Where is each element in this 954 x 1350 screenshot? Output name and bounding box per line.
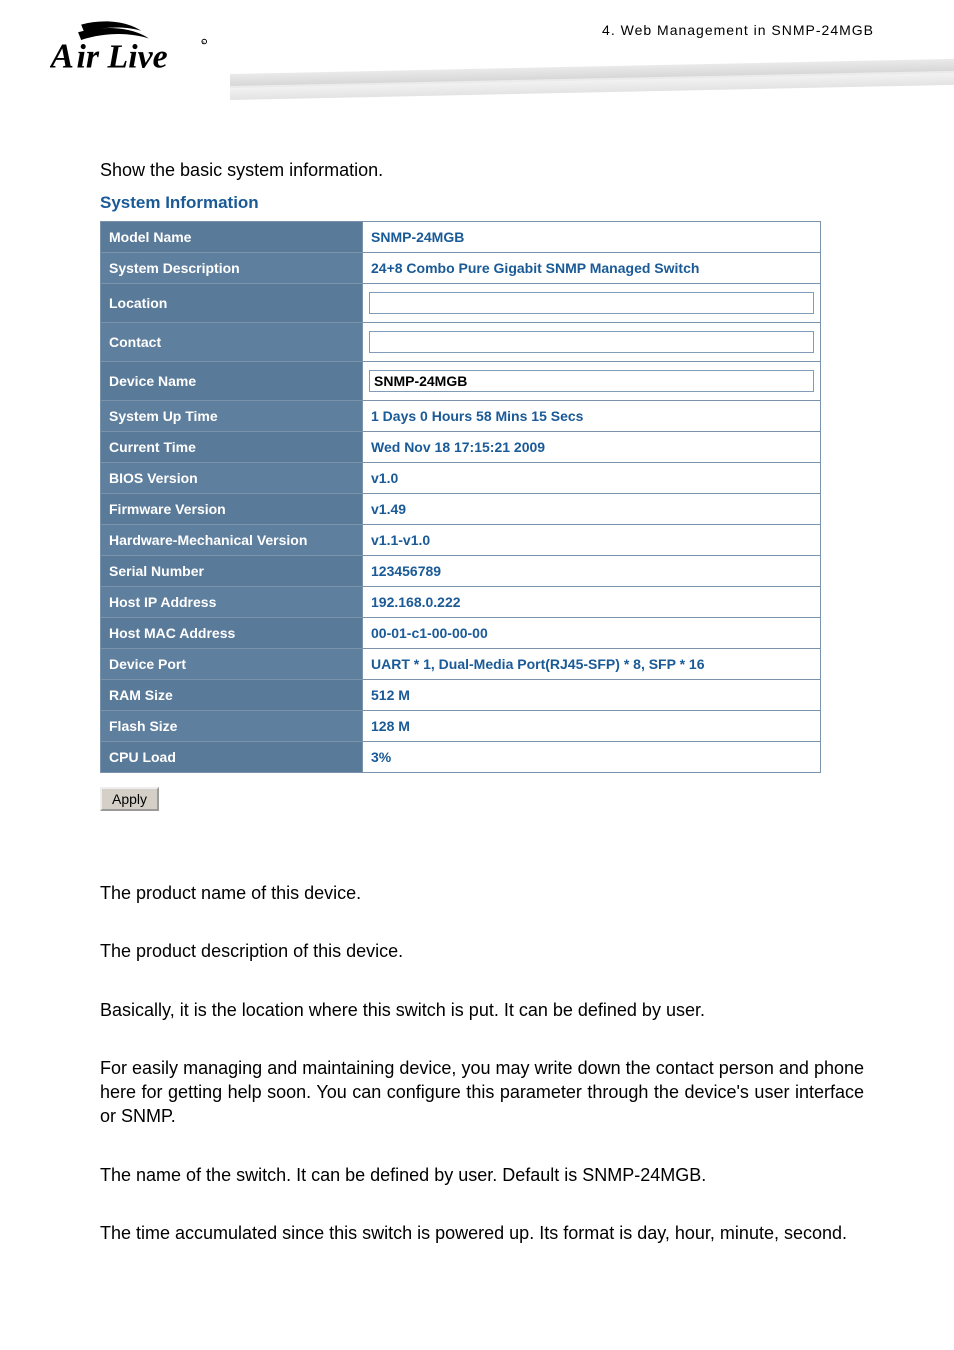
page-root: A ir Live R 4. Web Management in SNMP-24… (0, 0, 954, 1350)
header-decorative-stripe (230, 66, 954, 106)
parameter-block: The name of the switch. It can be define… (100, 1163, 864, 1187)
brand-logo: A ir Live R (50, 20, 220, 80)
table-row-label: Host MAC Address (101, 618, 363, 649)
table-row: Device Name (101, 362, 821, 401)
parameter-block: The time accumulated since this switch i… (100, 1221, 864, 1245)
parameter-block: Basically, it is the location where this… (100, 998, 864, 1022)
table-row-label: Device Port (101, 649, 363, 680)
table-row-label: Model Name (101, 222, 363, 253)
table-row-label: CPU Load (101, 742, 363, 773)
table-row: Location (101, 284, 821, 323)
table-row-value: 1 Days 0 Hours 58 Mins 15 Secs (363, 401, 821, 432)
table-row: Serial Number123456789 (101, 556, 821, 587)
table-row-label: Current Time (101, 432, 363, 463)
contact-input[interactable] (369, 331, 814, 353)
table-row: Firmware Versionv1.49 (101, 494, 821, 525)
table-row: System Description24+8 Combo Pure Gigabi… (101, 253, 821, 284)
table-row: Host MAC Address00-01-c1-00-00-00 (101, 618, 821, 649)
table-row-value: v1.0 (363, 463, 821, 494)
table-row: Contact (101, 323, 821, 362)
table-row-label: Location (101, 284, 363, 323)
table-row: Device PortUART * 1, Dual-Media Port(RJ4… (101, 649, 821, 680)
intro-text: Show the basic system information. (100, 160, 864, 181)
parameter-block: The product description of this device. (100, 939, 864, 963)
parameter-description: The product name of this device. (100, 881, 864, 905)
table-row: System Up Time1 Days 0 Hours 58 Mins 15 … (101, 401, 821, 432)
page-header-section-label: 4. Web Management in SNMP-24MGB (602, 22, 874, 38)
parameter-block: For easily managing and maintaining devi… (100, 1056, 864, 1129)
system-information-title: System Information (100, 193, 864, 213)
table-row-value: 192.168.0.222 (363, 587, 821, 618)
parameter-description: Basically, it is the location where this… (100, 998, 864, 1022)
table-row-label: System Description (101, 253, 363, 284)
parameter-description: For easily managing and maintaining devi… (100, 1056, 864, 1129)
svg-text:A: A (50, 36, 74, 76)
table-row: Model NameSNMP-24MGB (101, 222, 821, 253)
table-row-value: Wed Nov 18 17:15:21 2009 (363, 432, 821, 463)
table-row-label: Device Name (101, 362, 363, 401)
table-row-label: Contact (101, 323, 363, 362)
table-row-value: 3% (363, 742, 821, 773)
table-row-value: v1.1-v1.0 (363, 525, 821, 556)
table-row-label: Host IP Address (101, 587, 363, 618)
air-live-logo-icon: A ir Live R (50, 20, 220, 80)
table-row-label: RAM Size (101, 680, 363, 711)
parameter-description: The product description of this device. (100, 939, 864, 963)
location-input[interactable] (369, 292, 814, 314)
table-row-label: System Up Time (101, 401, 363, 432)
page-content: Show the basic system information. Syste… (0, 160, 954, 1245)
table-row: RAM Size512 M (101, 680, 821, 711)
table-row: Current TimeWed Nov 18 17:15:21 2009 (101, 432, 821, 463)
table-row: Flash Size128 M (101, 711, 821, 742)
table-row-value: SNMP-24MGB (363, 222, 821, 253)
table-row-value (363, 284, 821, 323)
parameter-description: The time accumulated since this switch i… (100, 1221, 864, 1245)
apply-button[interactable]: Apply (100, 787, 159, 811)
table-row: BIOS Versionv1.0 (101, 463, 821, 494)
table-row-value: UART * 1, Dual-Media Port(RJ45-SFP) * 8,… (363, 649, 821, 680)
table-row: Host IP Address192.168.0.222 (101, 587, 821, 618)
table-row-value: 123456789 (363, 556, 821, 587)
table-row-value: 128 M (363, 711, 821, 742)
table-row: CPU Load3% (101, 742, 821, 773)
table-row-value (363, 362, 821, 401)
parameter-descriptions: The product name of this device. The prod… (100, 881, 864, 1245)
table-row: Hardware-Mechanical Versionv1.1-v1.0 (101, 525, 821, 556)
system-information-table: Model NameSNMP-24MGBSystem Description24… (100, 221, 821, 773)
svg-text:R: R (202, 41, 205, 45)
table-row-value: 24+8 Combo Pure Gigabit SNMP Managed Swi… (363, 253, 821, 284)
device-name-input[interactable] (369, 370, 814, 392)
table-row-label: Hardware-Mechanical Version (101, 525, 363, 556)
table-row-value: 512 M (363, 680, 821, 711)
page-header: A ir Live R 4. Web Management in SNMP-24… (0, 0, 954, 120)
parameter-description: The name of the switch. It can be define… (100, 1163, 864, 1187)
table-row-label: BIOS Version (101, 463, 363, 494)
table-row-label: Firmware Version (101, 494, 363, 525)
table-row-label: Serial Number (101, 556, 363, 587)
parameter-block: The product name of this device. (100, 881, 864, 905)
table-row-label: Flash Size (101, 711, 363, 742)
table-row-value: 00-01-c1-00-00-00 (363, 618, 821, 649)
svg-text:ir Live: ir Live (77, 39, 168, 76)
table-row-value (363, 323, 821, 362)
table-row-value: v1.49 (363, 494, 821, 525)
